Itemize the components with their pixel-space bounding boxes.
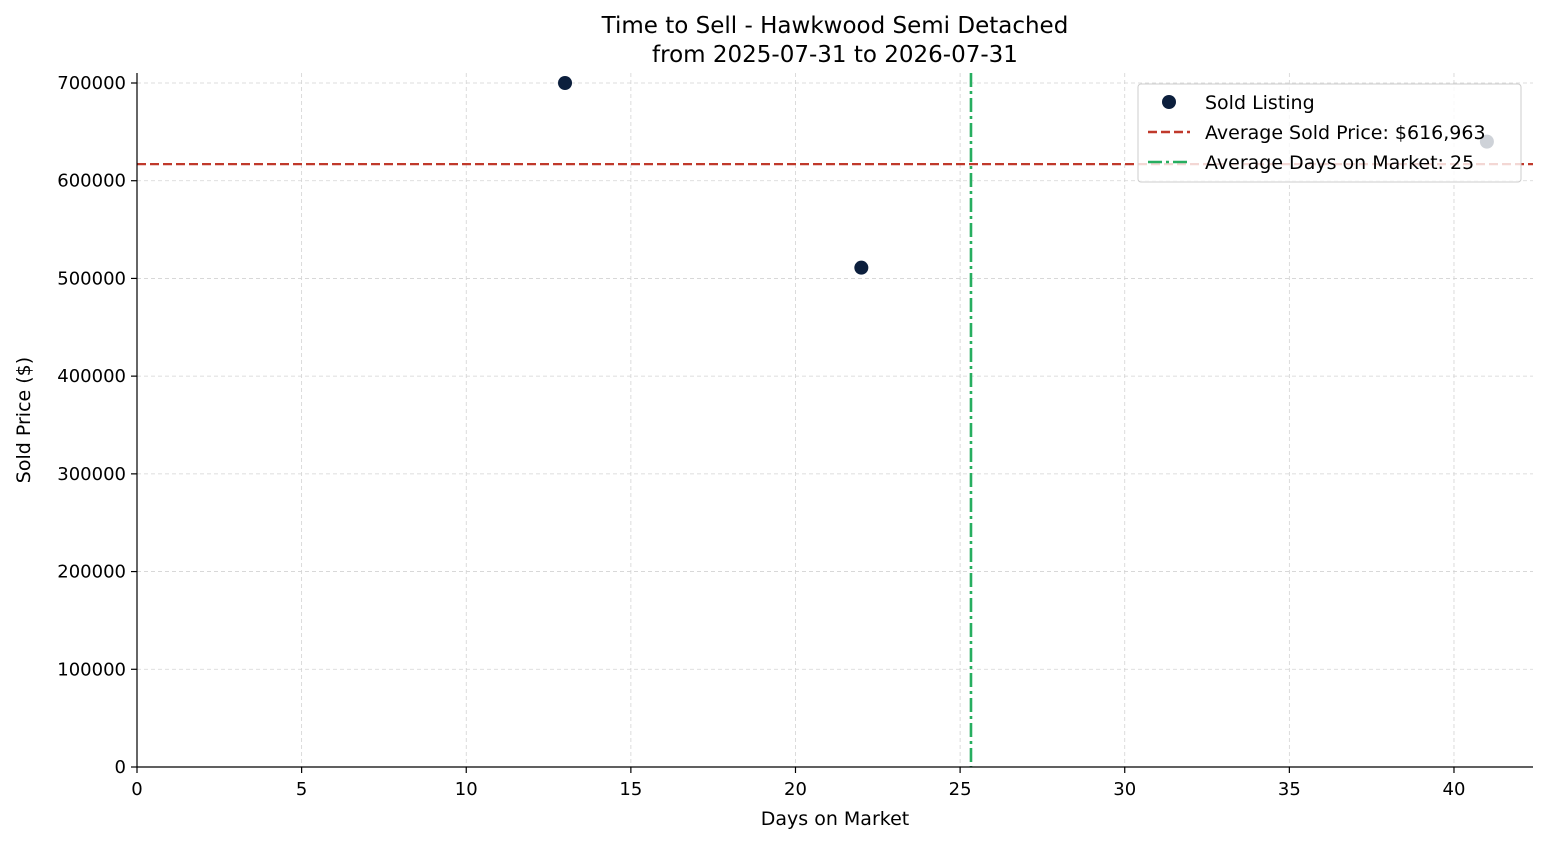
x-tick-label: 0 <box>131 779 142 800</box>
y-tick-label: 700000 <box>57 73 126 94</box>
legend-box <box>1137 83 1522 183</box>
y-tick-label: 400000 <box>57 366 126 387</box>
y-tick-label: 300000 <box>57 464 126 485</box>
legend-label: Average Sold Price: $616,963 <box>1205 122 1486 144</box>
y-tick-label: 100000 <box>57 659 126 680</box>
y-tick-label: 200000 <box>57 562 126 583</box>
x-tick-label: 35 <box>1278 779 1301 800</box>
x-tick-label: 25 <box>949 779 972 800</box>
y-tick-label: 0 <box>115 757 126 778</box>
chart-subtitle: from 2025-07-31 to 2026-07-31 <box>652 42 1018 68</box>
scatter-point <box>558 76 573 90</box>
x-tick-label: 5 <box>296 779 307 800</box>
chart-title: Time to Sell - Hawkwood Semi Detached <box>601 13 1069 39</box>
legend-marker-icon <box>1162 95 1176 109</box>
y-axis-label: Sold Price ($) <box>13 357 35 483</box>
x-tick-label: 30 <box>1113 779 1136 800</box>
grid-layer <box>137 73 1533 767</box>
legend-label: Average Days on Market: 25 <box>1205 152 1474 174</box>
x-tick-label: 40 <box>1443 779 1466 800</box>
y-tick-label: 600000 <box>57 171 126 192</box>
x-tick-label: 10 <box>455 779 478 800</box>
x-tick-label: 15 <box>619 779 642 800</box>
scatter-point <box>854 260 869 275</box>
x-tick-label: 20 <box>784 779 807 800</box>
legend-label: Sold Listing <box>1205 92 1315 114</box>
x-axis-label: Days on Market <box>761 808 909 830</box>
y-tick-label: 500000 <box>57 268 126 289</box>
axes <box>136 73 1533 768</box>
legend: Sold Listing Average Sold Price: $616,963… <box>1137 83 1522 183</box>
tick-labels: 0 5 10 15 20 25 30 35 40 0 100000 200000 300000 40000… <box>57 73 1465 800</box>
